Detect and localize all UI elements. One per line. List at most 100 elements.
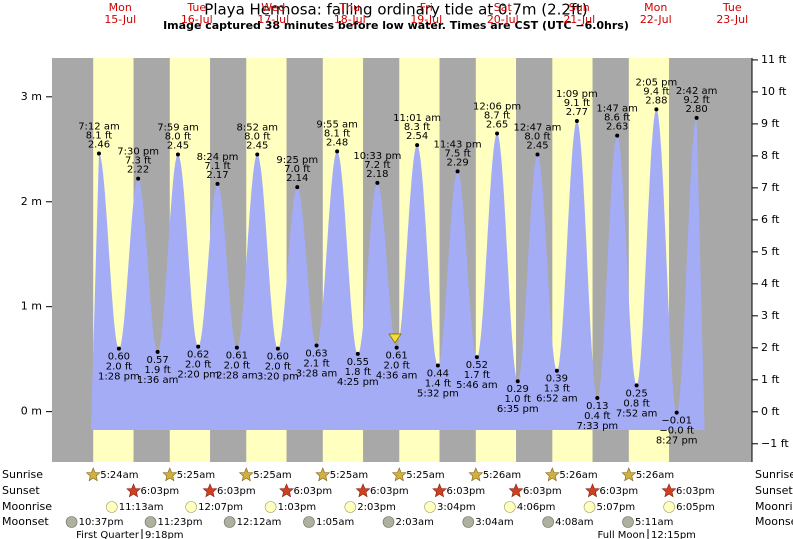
- tide-extreme: [196, 344, 201, 349]
- extreme-label: 1.7 ft: [464, 370, 490, 381]
- tide-extreme: [96, 151, 101, 156]
- extreme-label: 0.57: [146, 355, 168, 366]
- extreme-label: 0.61: [226, 351, 248, 362]
- extreme-label: 8.1 ft: [86, 130, 112, 141]
- extreme-label: 2:20 pm: [177, 370, 219, 381]
- extreme-label: 4:36 am: [376, 371, 418, 382]
- moonrise-icon: [504, 501, 516, 513]
- moonrise-icon: [105, 501, 118, 513]
- tide-extreme: [535, 152, 540, 157]
- extreme-label: 2.0 ft: [106, 362, 132, 373]
- day-date: 20-Jul: [487, 13, 519, 26]
- sunset-time: 6:03pm: [600, 486, 639, 497]
- extreme-label: 2.0 ft: [224, 361, 250, 372]
- extreme-label: 0.55: [347, 357, 369, 368]
- extreme-label: 3:28 am: [296, 369, 338, 380]
- y-tick-label: 2 m: [21, 195, 42, 208]
- y2-tick-label: −1 ft: [761, 437, 789, 450]
- tide-extreme: [394, 345, 399, 350]
- sunrise-time: 5:26am: [636, 470, 674, 481]
- extreme-label: 2.80: [685, 104, 707, 115]
- extreme-label: −0.0 ft: [659, 426, 694, 437]
- sunset-icon: [126, 483, 141, 498]
- moonrise-icon: [344, 501, 357, 513]
- sunset-icon: [661, 483, 677, 498]
- row-label: Sunset: [2, 484, 40, 497]
- extreme-label: 6:35 pm: [497, 404, 539, 415]
- extreme-label: 0.29: [507, 384, 529, 395]
- extreme-label: 2.77: [566, 107, 588, 118]
- extreme-label: 2:42 am: [676, 86, 718, 97]
- y2-tick-label: 5 ft: [761, 245, 780, 258]
- moonset-time: 2:03am: [396, 517, 434, 528]
- extreme-label: 11:01 am: [393, 113, 441, 124]
- y2-tick-label: 1 ft: [761, 373, 780, 386]
- moonset-time: 3:04am: [475, 517, 513, 528]
- moonset-icon: [382, 516, 395, 528]
- extreme-label: 9.1 ft: [564, 98, 590, 109]
- current-tide-marker: [388, 333, 402, 344]
- y2-tick-label: 0 ft: [761, 405, 780, 418]
- sunrise-icon: [315, 467, 331, 482]
- extreme-label: 0.4 ft: [584, 411, 610, 422]
- moonset-icon: [144, 516, 157, 528]
- extreme-label: 8.1 ft: [324, 128, 350, 139]
- tide-extreme: [694, 115, 699, 120]
- row-label: Moonrise: [755, 500, 793, 513]
- day-date: 16-Jul: [181, 13, 213, 26]
- sunrise-time: 5:25am: [330, 470, 368, 481]
- extreme-label: 2.0 ft: [383, 361, 409, 372]
- moonset-time: 10:37pm: [79, 517, 124, 528]
- extreme-label: 1:28 pm: [98, 372, 140, 383]
- tide-extreme: [335, 149, 340, 154]
- sunset-icon: [355, 483, 371, 498]
- sunset-time: 6:03pm: [294, 486, 333, 497]
- sunrise-icon: [238, 467, 254, 482]
- extreme-label: 8.0 ft: [244, 132, 270, 143]
- sunrise-time: 5:24am: [100, 470, 138, 481]
- moon-phase-name: First Quarter: [76, 530, 140, 539]
- day-date: 18-Jul: [334, 13, 366, 26]
- extreme-label: 0.60: [267, 352, 289, 363]
- y2-tick-label: 6 ft: [761, 213, 780, 226]
- extreme-label: 1.9 ft: [144, 365, 170, 376]
- moonrise-icon: [424, 501, 436, 513]
- extreme-label: 8:52 am: [237, 123, 279, 134]
- moonset-time: 5:11am: [635, 517, 673, 528]
- extreme-label: 2.54: [406, 131, 428, 142]
- day-name: Thu: [338, 1, 360, 14]
- extreme-label: 12:47 am: [514, 123, 562, 134]
- tide-extreme: [375, 180, 380, 185]
- extreme-label: 9:25 pm: [276, 155, 318, 166]
- tide-extreme: [574, 118, 579, 123]
- day-name: Wed: [261, 1, 285, 14]
- y2-tick-label: 7 ft: [761, 181, 780, 194]
- moonset-time: 12:12am: [237, 517, 282, 528]
- day-name: Sat: [494, 1, 513, 14]
- tide-extreme: [415, 143, 420, 148]
- day-date: 17-Jul: [257, 13, 289, 26]
- extreme-label: 2.45: [246, 141, 268, 152]
- day-name: Sun: [569, 1, 590, 14]
- sunrise-time: 5:26am: [483, 470, 521, 481]
- moonset-icon: [223, 516, 236, 528]
- tide-extreme: [634, 383, 639, 388]
- tide-extreme: [116, 346, 121, 351]
- extreme-label: 2.18: [366, 169, 388, 180]
- extreme-label: 6:52 am: [536, 394, 578, 405]
- moonrise-icon: [583, 501, 596, 513]
- moonrise-time: 4:06pm: [517, 502, 556, 513]
- tide-area: [90, 109, 705, 431]
- extreme-label: 5:32 pm: [417, 388, 459, 399]
- extreme-label: 2.46: [88, 139, 110, 150]
- extreme-label: 8.6 ft: [604, 113, 630, 124]
- extreme-label: 0.60: [108, 352, 130, 363]
- sunset-icon: [279, 483, 294, 498]
- extreme-label: 8.7 ft: [484, 111, 510, 122]
- extreme-label: 2.45: [167, 141, 189, 152]
- extreme-label: 7.1 ft: [204, 161, 230, 172]
- extreme-label: 7.5 ft: [444, 148, 470, 159]
- extreme-label: 9.2 ft: [683, 95, 709, 106]
- y2-tick-label: 10 ft: [761, 85, 787, 98]
